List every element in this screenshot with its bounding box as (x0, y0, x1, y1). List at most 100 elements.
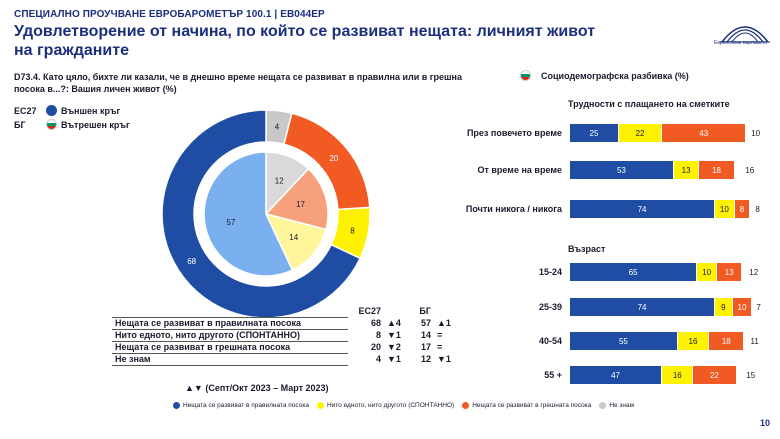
table-row: Нито едното, нито другото (СПОНТАННО) 8 ▼1… (112, 329, 458, 342)
bottom-legend-label: Нещата се развиват в грешната посока (472, 402, 592, 409)
bills-bar: 25 22 43 10 (570, 124, 766, 142)
bills-segment: 74 (570, 200, 716, 218)
bottom-legend-label: Нито едното, нито другото (СПОНТАННО) (326, 402, 455, 409)
table-row-label: Нито едното, нито другото (СПОНТАННО) (112, 329, 348, 342)
table-bg-change: ▼1 (437, 354, 451, 364)
legend-eu: ЕС27 Външен кръг (14, 105, 120, 116)
table-bg-change: = (437, 330, 443, 340)
bills-segment: 43 (662, 124, 747, 142)
age-bar: 65 10 13 12 (570, 263, 766, 281)
bills-row-label: През повечето време (466, 128, 562, 138)
bills-segment: 8 (734, 200, 751, 218)
bills-segment: 10 (746, 124, 766, 142)
eu-ring-label-3: 4 (275, 123, 280, 132)
age-segment: 10 (697, 263, 717, 281)
age-segment: 12 (742, 263, 766, 281)
table-row-label: Нещата се развиват в грешната посока (112, 341, 348, 354)
table-eu-change: ▼1 (387, 354, 401, 364)
age-segment: 13 (716, 263, 743, 281)
socio-title: Социодемографска разбивка (%) (541, 70, 689, 81)
age-segment: 22 (693, 366, 737, 384)
bg-pie-slice-2 (264, 167, 329, 231)
bills-segment: 25 (570, 124, 619, 142)
table-eu-value: 20 (370, 342, 381, 352)
european-parliament-logo (720, 26, 770, 43)
age-row-label: 55 + (544, 370, 562, 380)
table-bg-value: 57 (420, 318, 431, 328)
table-bg-change: ▲1 (437, 318, 451, 328)
eu-ring-label-1: 8 (350, 226, 355, 235)
bills-bar: 74 10 8 8 (570, 200, 766, 218)
bills-segment: 22 (619, 124, 663, 142)
bills-row-label: Почти никога / никога (465, 204, 562, 214)
age-bar: 47 16 22 15 (570, 366, 766, 384)
table-eu-change: ▼2 (387, 342, 401, 352)
eu-ring-label-0: 68 (187, 257, 196, 266)
age-segment: 11 (744, 332, 766, 350)
bills-segment: 10 (715, 200, 735, 218)
bg-pie-slice-0 (203, 151, 294, 277)
table-row-label: Не знам (112, 353, 348, 366)
legend-eu-code: ЕС27 (14, 105, 37, 116)
table-eu-change: ▲4 (387, 318, 401, 328)
table-header-bg: БГ (419, 306, 431, 317)
table-header-eu: ЕС27 (358, 306, 381, 317)
age-segment: 10 (732, 298, 753, 316)
age-segment: 18 (709, 332, 745, 350)
page-number: 10 (760, 418, 771, 428)
question-text: D73.4. Като цяло, бихте ли казали, че в … (14, 72, 462, 94)
age-row-label: 25-39 (538, 302, 562, 312)
bulgaria-flag-icon (46, 119, 57, 130)
age-heading: Възраст (568, 244, 606, 254)
age-segment: 55 (570, 332, 678, 350)
survey-kicker: СПЕЦИАЛНО ПРОУЧВАНЕ ЕВРОБАРОМЕТЪР 100.1 … (14, 9, 325, 20)
legend-bg-label: Вътрешен кръг (61, 119, 130, 130)
bills-segment: 16 (734, 161, 766, 179)
table-row: Не знам 4 ▼1 12 ▼1 (112, 353, 458, 366)
bills-segment: 18 (699, 161, 735, 179)
table-eu-value: 68 (370, 318, 381, 328)
eu-ring-slice-0 (161, 109, 362, 319)
table-eu-value: 8 (375, 330, 381, 340)
age-segment: 65 (570, 263, 698, 281)
legend-bg: БГ Вътрешен кръг (14, 119, 130, 130)
bottom-legend-label: Не знам (609, 402, 635, 409)
legend-dot-icon (316, 402, 324, 409)
legend-dot-icon (599, 402, 607, 409)
age-bar: 74 9 10 7 (570, 298, 766, 316)
bulgaria-flag-icon (520, 70, 531, 81)
page-title: Удовлетворение от начина, по който се ра… (14, 23, 596, 59)
legend-dot-icon (173, 402, 180, 409)
table-eu-value: 4 (375, 354, 381, 364)
logo-text: Европейски парламент (714, 40, 768, 46)
eu-ring-label-2: 20 (329, 154, 338, 163)
bills-bar: 53 13 18 16 (570, 161, 766, 179)
table-eu-change: ▼1 (387, 330, 401, 340)
donut-chart: 4 20 8 68 12 17 14 57 (161, 109, 371, 319)
bg-pie-label-0: 57 (226, 218, 235, 227)
legend-eu-label: Външен кръг (61, 105, 121, 116)
bg-pie-label-1: 14 (289, 233, 298, 242)
bills-row-label: От време на време (477, 165, 562, 175)
bg-pie-label-2: 17 (296, 200, 305, 209)
table-note: ▲▼ (Септ/Окт 2023 – Март 2023) (185, 383, 329, 393)
age-segment: 9 (715, 298, 733, 316)
socio-header: Социодемографска разбивка (%) (520, 70, 689, 81)
bottom-legend-label: Нещата се развиват в правилната посока (183, 402, 309, 409)
table-bg-value: 12 (420, 354, 431, 364)
bottom-legend: Нещата се развиват в правилната посока Ни… (165, 402, 634, 409)
bg-pie-label-3: 12 (275, 177, 284, 186)
legend-bg-code: БГ (14, 119, 26, 130)
table-row-label: Нещата се развиват в правилната посока (112, 317, 348, 330)
table-bg-value: 17 (420, 342, 431, 352)
legend-dot-icon (462, 402, 470, 409)
bg-pie-slice-1 (264, 212, 327, 272)
eu-circle-icon (46, 105, 57, 116)
age-bar: 55 16 18 11 (570, 332, 766, 350)
summary-table: ЕС27 БГ Нещата се развиват в правилната … (112, 306, 458, 366)
table-bg-change: = (437, 342, 443, 352)
bills-heading: Трудности с плащането на сметките (568, 99, 730, 109)
bills-segment: 53 (570, 161, 674, 179)
age-row-label: 15-24 (538, 267, 562, 277)
table-row: Нещата се развиват в правилната посока 68… (112, 317, 458, 330)
